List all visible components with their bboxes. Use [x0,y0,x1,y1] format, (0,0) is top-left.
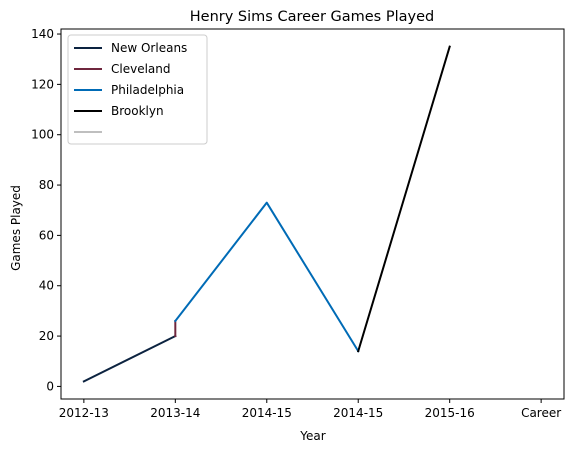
x-tick-label-2: 2014-15 [242,406,292,420]
legend-box [67,34,208,145]
y-tick-label-4: 80 [39,178,54,192]
x-tick-label-4: 2015-16 [425,406,475,420]
plot-frame [60,28,565,400]
y-axis-title: Games Played [9,185,23,271]
x-tick-label-1: 2013-14 [150,406,200,420]
x-tick-label-5: Career [521,406,561,420]
y-tick-label-0: 0 [46,379,54,393]
y-axis: 0 20 40 60 80 100 120 140 [31,27,61,393]
legend: New Orleans Cleveland Philadelphia Brooklyn [67,34,208,145]
x-axis: 2012-13 2013-14 2014-15 2014-15 2015-16 Caree… [59,399,561,420]
x-tick-label-0: 2012-13 [59,406,109,420]
x-tick-label-3: 2014-15 [333,406,383,420]
series-line-3 [356,45,451,353]
legend-label-2: Philadelphia [111,83,184,97]
legend-label-3: Brooklyn [111,104,164,118]
y-tick-label-2: 40 [39,279,54,293]
plot-area [82,45,451,383]
y-tick-label-1: 20 [39,329,54,343]
chart-title: Henry Sims Career Games Played [190,9,434,25]
y-tick-label-3: 60 [39,228,54,242]
x-axis-title: Year [299,429,325,443]
legend-label-0: New Orleans [111,41,187,55]
y-tick-label-6: 120 [31,77,54,91]
legend-label-1: Cleveland [111,62,171,76]
series-line-2 [173,201,360,353]
y-tick-label-7: 140 [31,27,54,41]
series-line-0 [82,334,177,383]
y-tick-label-5: 100 [31,128,54,142]
